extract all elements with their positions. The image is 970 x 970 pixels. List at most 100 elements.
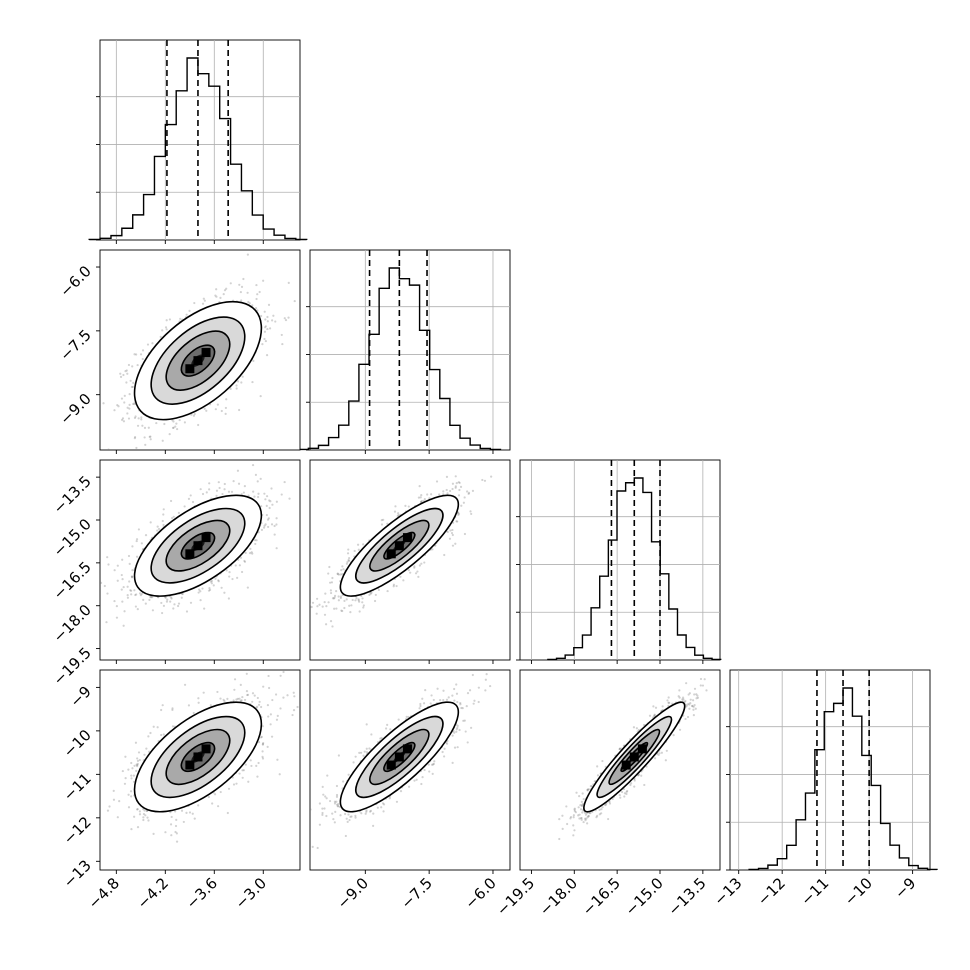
scatter-point [215, 295, 218, 298]
scatter-point [462, 501, 465, 504]
scatter-point [419, 496, 422, 499]
scatter-point [130, 385, 133, 389]
scatter-point [361, 601, 364, 604]
scatter-point [419, 500, 423, 503]
scatter-point [267, 303, 271, 306]
scatter-point [205, 409, 208, 412]
scatter-point [150, 596, 153, 599]
scatter-point [214, 294, 217, 297]
scatter-point [134, 415, 137, 418]
scatter-point [457, 512, 461, 515]
scatter-point [458, 488, 461, 492]
scatter-point [457, 513, 460, 516]
scatter-point [175, 422, 178, 425]
scatter-point [451, 528, 454, 532]
scatter-point [107, 448, 110, 450]
scatter-point [124, 370, 127, 373]
scatter-point [240, 299, 243, 302]
scatter-point [221, 492, 224, 496]
y-tick-label: −13.5 [50, 472, 95, 517]
scatter-point [339, 573, 342, 576]
scatter-point [284, 318, 288, 322]
scatter-point [256, 293, 259, 296]
scatter-point [149, 595, 152, 599]
scatter-point [413, 565, 416, 568]
scatter-point [451, 533, 454, 537]
scatter-point [220, 586, 223, 589]
scatter-point [454, 486, 457, 489]
scatter-point [247, 300, 250, 304]
scatter-point [451, 482, 455, 485]
y-tick-label: −9.0 [56, 390, 94, 428]
scatter-point [227, 490, 231, 493]
scatter-point [198, 588, 201, 591]
scatter-point [463, 496, 466, 499]
scatter-point [123, 394, 126, 397]
scatter-point [466, 490, 469, 493]
hist-panel-frame [729, 669, 931, 871]
scatter-point [454, 485, 457, 488]
scatter-point [180, 596, 183, 599]
scatter-point [431, 548, 434, 551]
scatter-point [116, 564, 119, 567]
scatter-point [120, 418, 124, 421]
scatter-point [129, 589, 132, 592]
scatter-point [207, 589, 211, 592]
scatter-point [202, 297, 205, 300]
scatter-point [128, 403, 131, 406]
scatter-point [131, 545, 134, 548]
scatter-point [162, 523, 165, 527]
scatter-point [351, 598, 354, 602]
scatter-point [280, 333, 283, 337]
scatter-point [331, 597, 335, 600]
scatter-point [227, 597, 230, 600]
scatter-point [138, 592, 142, 595]
scatter-point [134, 605, 137, 608]
density-peak-cell [193, 541, 203, 551]
scatter-point [368, 593, 371, 596]
scatter-point [457, 494, 461, 497]
scatter-point [205, 491, 208, 494]
scatter-point [357, 598, 360, 601]
scatter-point [230, 490, 234, 493]
scatter-point [270, 523, 274, 526]
scatter-point [420, 499, 424, 503]
scatter-point [133, 589, 136, 592]
scatter-point [332, 597, 336, 600]
scatter-point [259, 395, 262, 398]
scatter-point [418, 485, 421, 488]
scatter-point [283, 480, 286, 484]
scatter-point [234, 564, 237, 567]
scatter-point [130, 575, 134, 578]
scatter-point [223, 289, 227, 292]
scatter-point [346, 552, 350, 555]
scatter-point [255, 283, 258, 287]
density-peak-cell [185, 364, 195, 374]
scatter-point [126, 594, 129, 597]
scatter-point [418, 564, 421, 567]
scatter-point [168, 433, 171, 436]
scatter-point [240, 381, 243, 384]
scatter-point [151, 342, 154, 345]
y-tick-label: −16.5 [50, 558, 95, 603]
scatter-point [116, 403, 119, 407]
scatter-point [208, 587, 211, 590]
scatter-point [445, 475, 449, 479]
scatter-point [185, 610, 189, 613]
scatter-point [106, 592, 109, 595]
scatter-point [135, 353, 138, 356]
scatter-point [225, 287, 228, 290]
scatter-point [481, 478, 484, 482]
scatter-point [161, 519, 164, 523]
scatter-point [115, 605, 118, 608]
scatter-point [336, 572, 339, 575]
hist-panel-frame [99, 39, 301, 241]
scatter-point [117, 405, 120, 408]
scatter-point [373, 599, 377, 603]
scatter-point [254, 473, 258, 476]
scatter-point [203, 299, 206, 302]
x-tick-label: −10 [841, 874, 876, 909]
scatter-point [217, 481, 220, 484]
scatter-point [331, 625, 334, 628]
scatter-point [121, 578, 124, 581]
